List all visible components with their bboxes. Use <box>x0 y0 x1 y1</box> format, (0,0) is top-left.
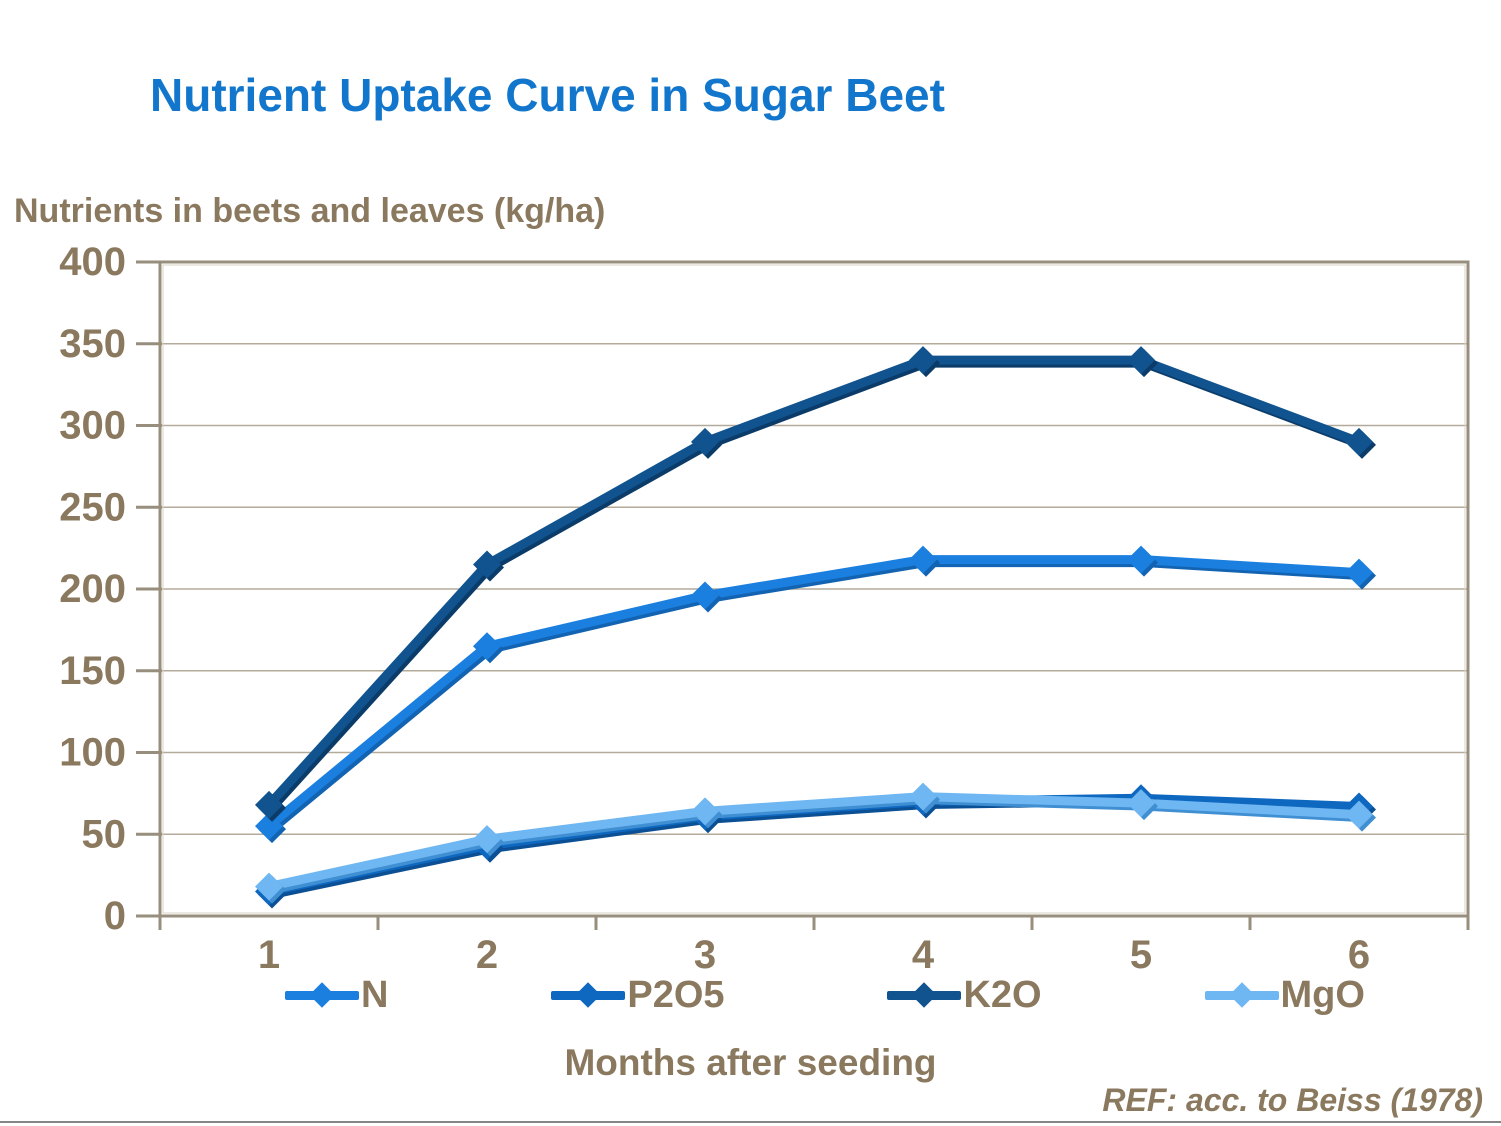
legend-diamond-icon-N <box>309 981 335 1008</box>
series-marker-N <box>1345 558 1373 587</box>
chart-legend: N P2O5 K2O MgO <box>285 976 1365 1014</box>
legend-marker-icon-N <box>285 981 359 1008</box>
x-tick-label: 2 <box>476 933 498 977</box>
legend-diamond-icon-P2O5 <box>575 981 602 1008</box>
series-marker-N <box>473 632 501 661</box>
plot-frame-inner <box>162 264 1466 914</box>
legend-marker-icon-MgO <box>1204 981 1279 1008</box>
series-marker-N <box>909 545 937 574</box>
x-tick-label: 4 <box>912 933 935 977</box>
y-tick-label: 0 <box>104 894 126 938</box>
series-marker-K2O <box>1345 427 1373 456</box>
y-tick-label: 50 <box>82 812 127 856</box>
series-marker-MgO <box>1127 789 1155 818</box>
series-marker-K2O <box>1127 346 1155 375</box>
y-axis-header: Nutrients in beets and leaves (kg/ha) <box>14 192 606 230</box>
series-marker-MgO <box>473 825 501 854</box>
y-tick-label: 250 <box>59 485 126 529</box>
legend-item-P2O5: P2O5 <box>551 974 725 1016</box>
series-marker-MgO <box>255 872 283 901</box>
y-tick-label: 300 <box>59 404 126 448</box>
series-line-N <box>264 555 1364 831</box>
legend-diamond-icon-MgO <box>1228 981 1255 1008</box>
series-marker-MgO <box>691 797 719 826</box>
x-tick-label: 5 <box>1130 933 1152 977</box>
x-tick-label: 1 <box>258 933 280 977</box>
reference-note: REF: acc. to Beiss (1978) <box>1102 1082 1483 1118</box>
series-marker-MgO <box>909 782 937 811</box>
series-line-K2O <box>264 355 1364 810</box>
legend-marker-icon-K2O <box>887 981 962 1008</box>
series-marker-N <box>691 581 719 610</box>
x-axis-title: Months after seeding <box>564 1042 937 1083</box>
legend-label-N: N <box>361 974 389 1016</box>
legend-item-N: N <box>285 976 388 1014</box>
y-tick-label: 350 <box>59 322 126 366</box>
series-marker-N <box>1127 545 1155 574</box>
series-marker-K2O <box>255 790 283 819</box>
y-tick-label: 150 <box>59 649 126 693</box>
legend-marker-icon-P2O5 <box>551 981 626 1008</box>
series-marker-K2O <box>691 427 719 456</box>
series-marker-MgO <box>1345 800 1373 829</box>
series-line-shadow-K2O <box>267 358 1367 813</box>
x-tick-label: 3 <box>694 933 716 977</box>
page-title: Nutrient Uptake Curve in Sugar Beet <box>150 69 945 121</box>
legend-label-P2O5: P2O5 <box>627 974 725 1016</box>
y-tick-label: 400 <box>59 240 126 284</box>
series-line-MgO <box>264 792 1364 892</box>
series-marker-K2O <box>909 346 937 375</box>
legend-item-MgO: MgO <box>1204 974 1365 1016</box>
series-line-shadow-N <box>267 558 1367 834</box>
legend-item-K2O: K2O <box>887 974 1042 1016</box>
x-tick-label: 6 <box>1348 933 1370 977</box>
y-tick-label: 200 <box>59 567 126 611</box>
legend-label-K2O: K2O <box>963 974 1042 1016</box>
series-marker-K2O <box>473 550 501 579</box>
legend-label-MgO: MgO <box>1280 974 1365 1016</box>
series-marker-N <box>255 812 283 841</box>
legend-diamond-icon-K2O <box>911 981 938 1008</box>
bottom-rule <box>0 1121 1501 1123</box>
y-tick-label: 100 <box>59 731 126 775</box>
